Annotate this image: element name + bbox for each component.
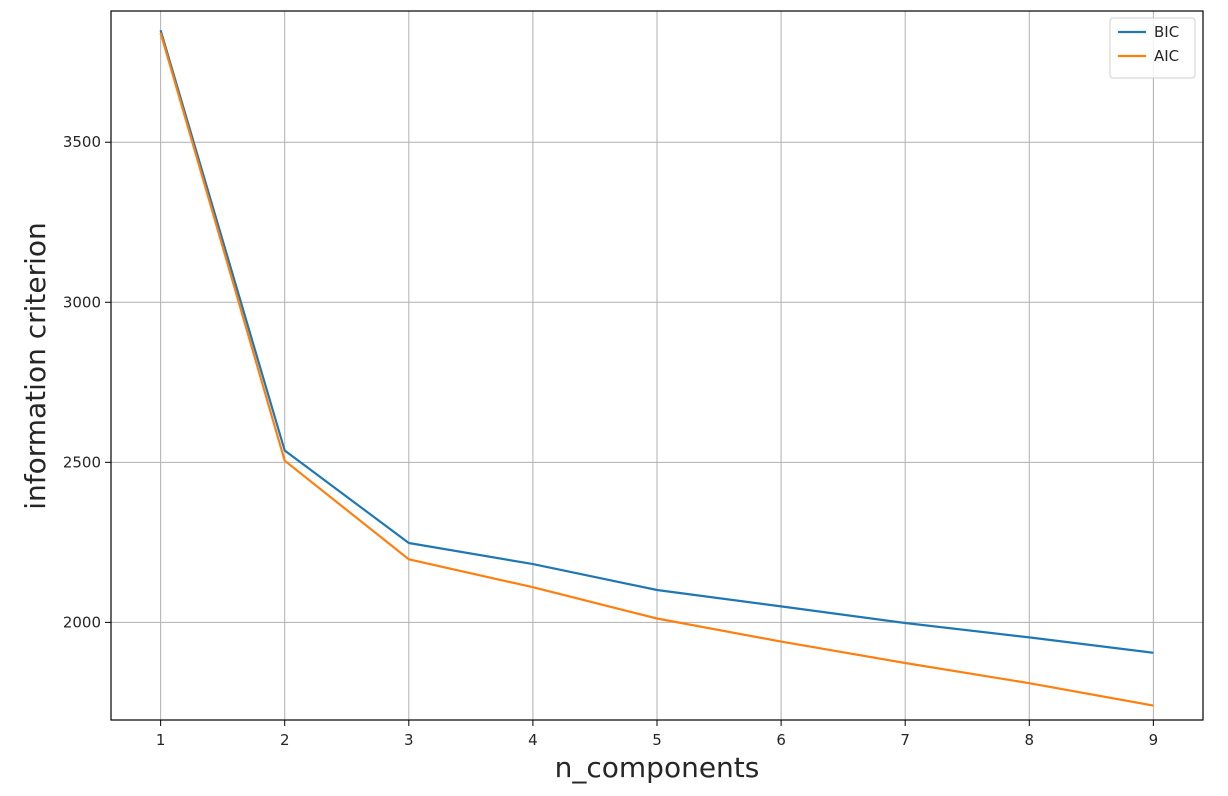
legend: BIC AIC bbox=[1109, 17, 1196, 79]
legend-label-bic: BIC bbox=[1154, 23, 1179, 41]
series-line-aic bbox=[159, 32, 1154, 707]
plot-frame bbox=[110, 10, 1204, 721]
x-tick-label: 7 bbox=[900, 731, 910, 749]
x-axis-label: n_components bbox=[555, 751, 760, 784]
ticks: 1 2 3 4 5 6 7 8 9 2000 2500 3000 3500 bbox=[63, 133, 1158, 749]
x-tick-label: 6 bbox=[776, 731, 786, 749]
legend-label-aic: AIC bbox=[1154, 47, 1179, 65]
x-tick-label: 1 bbox=[156, 731, 166, 749]
y-tick-label: 2500 bbox=[63, 453, 101, 471]
series-lines bbox=[159, 29, 1154, 707]
x-tick-label: 4 bbox=[528, 731, 538, 749]
y-axis-label: information criterion bbox=[19, 222, 52, 510]
x-tick-label: 5 bbox=[652, 731, 662, 749]
x-tick-label: 2 bbox=[280, 731, 290, 749]
x-tick-label: 3 bbox=[404, 731, 414, 749]
grid bbox=[111, 11, 1203, 720]
series-line-bic bbox=[159, 29, 1154, 654]
x-tick-label: 8 bbox=[1024, 731, 1034, 749]
y-tick-label: 3000 bbox=[63, 293, 101, 311]
legend-box bbox=[1109, 17, 1196, 79]
y-tick-label: 3500 bbox=[63, 133, 101, 151]
x-tick-label: 9 bbox=[1149, 731, 1159, 749]
y-tick-label: 2000 bbox=[63, 613, 101, 631]
